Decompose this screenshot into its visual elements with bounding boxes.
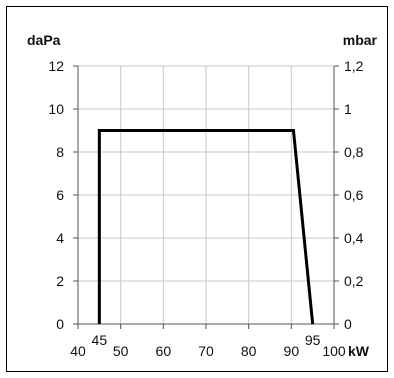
x-tick-label: 50 — [113, 343, 129, 359]
chart-frame — [6, 6, 388, 372]
y-left-tick-label: 10 — [48, 101, 64, 117]
x-tick-label: 40 — [70, 343, 86, 359]
y-left-tick-label: 6 — [56, 187, 64, 203]
right-axis-unit: mbar — [343, 32, 378, 48]
x-tick-label: 100 — [322, 343, 346, 359]
y-left-tick-label: 2 — [56, 273, 64, 289]
series-layer — [97, 129, 315, 325]
y-left-tick-label: 4 — [56, 230, 64, 246]
y-left-tick-label: 0 — [56, 316, 64, 332]
y-right-tick-label: 0,2 — [344, 273, 364, 289]
x-tick-label: 90 — [284, 343, 300, 359]
x-tick-label: 80 — [241, 343, 257, 359]
x-axis-unit: kW — [348, 343, 370, 359]
y-right-tick-label: 0,6 — [344, 187, 364, 203]
working-range-line — [97, 129, 315, 325]
x-tick-label: 70 — [198, 343, 214, 359]
y-right-tick-label: 1 — [344, 101, 352, 117]
left-axis-unit: daPa — [27, 32, 61, 48]
y-right-tick-label: 0,4 — [344, 230, 364, 246]
y-left-tick-label: 12 — [48, 58, 64, 74]
y-right-tick-label: 1,2 — [344, 58, 364, 74]
y-right-tick-label: 0,8 — [344, 144, 364, 160]
grid — [78, 65, 334, 324]
axes — [73, 65, 339, 329]
y-left-tick-label: 8 — [56, 144, 64, 160]
range-limit-label: 45 — [92, 332, 108, 348]
y-right-tick-label: 0 — [344, 316, 352, 332]
x-tick-label: 60 — [156, 343, 172, 359]
range-limit-label: 95 — [305, 332, 321, 348]
labels: daPa mbar kW 0 0 2 0,2 4 0,4 6 0,6 8 0,8 10 1 12 1,2 4… — [27, 32, 378, 359]
